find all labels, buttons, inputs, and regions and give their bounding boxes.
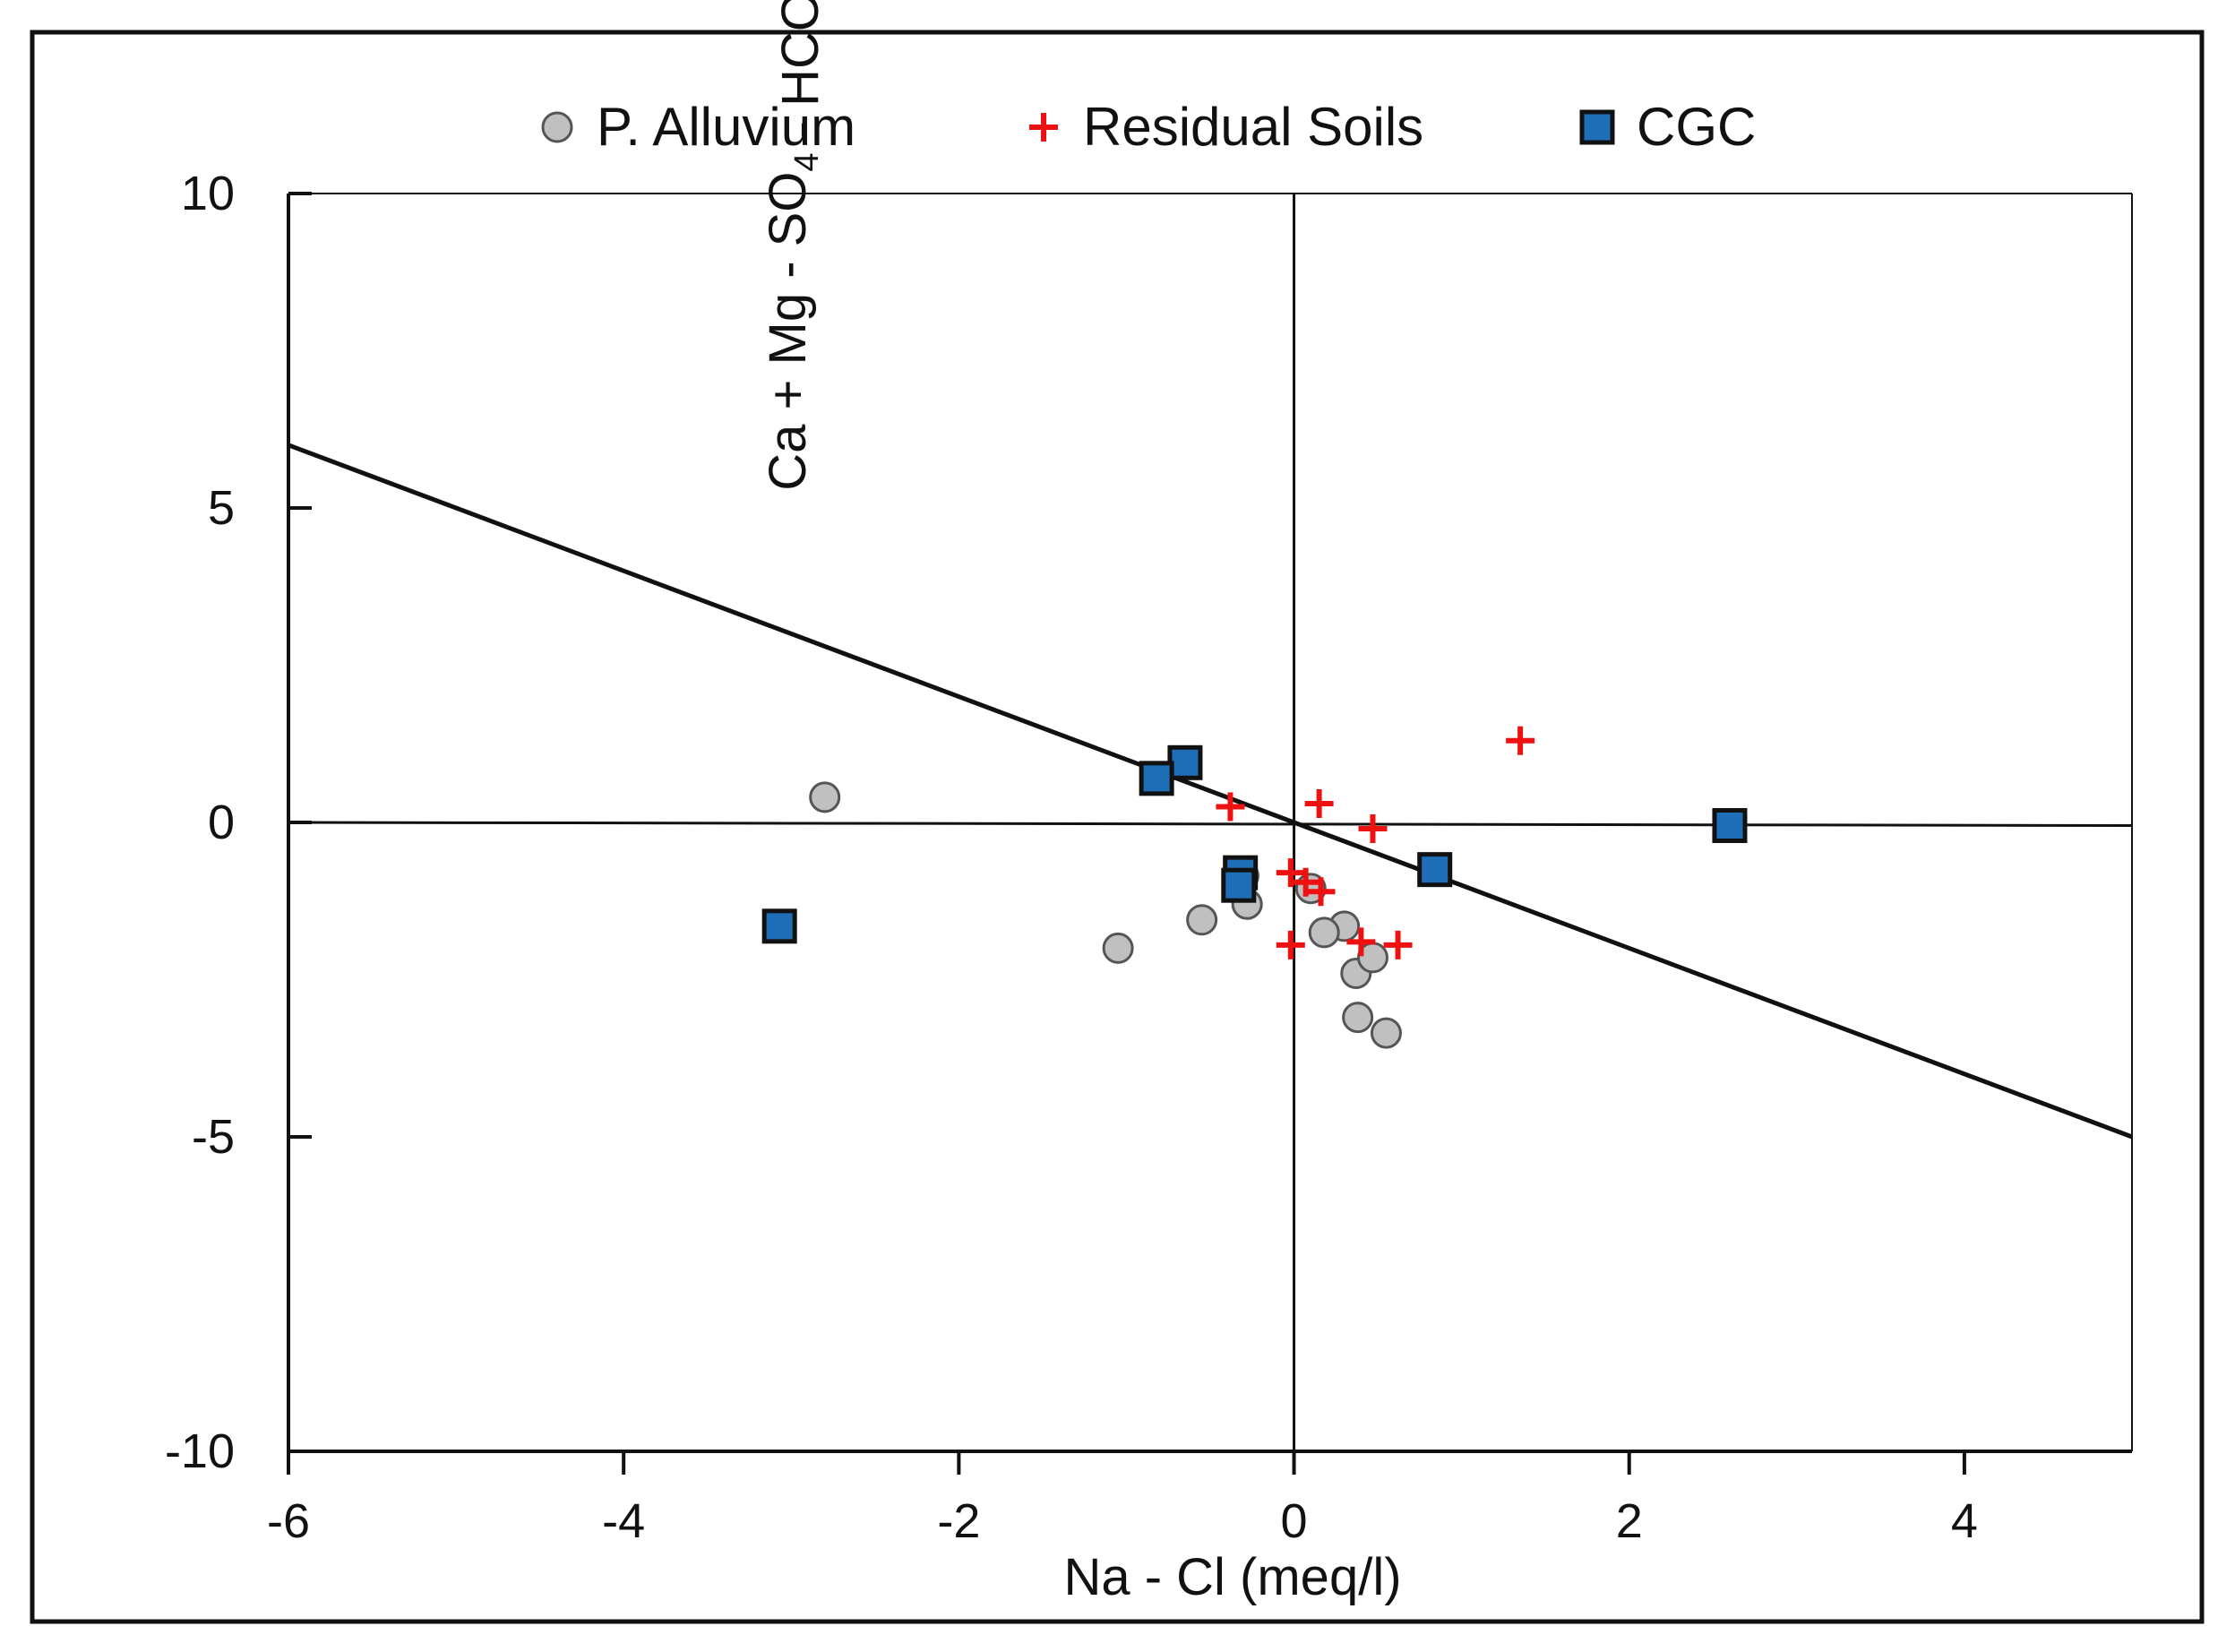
legend-item-p-alluvium: P. Alluvium <box>541 97 855 157</box>
legend-marker-p-alluvium <box>541 111 573 143</box>
point-p-alluvium <box>1370 1017 1402 1049</box>
point-cgc <box>1221 867 1257 903</box>
point-residual-soils <box>1291 867 1320 897</box>
point-residual-soils <box>1216 792 1245 822</box>
x-tick-label: -2 <box>937 1494 980 1548</box>
legend-item-residual-soils: Residual Soils <box>1029 97 1423 157</box>
point-residual-soils <box>1346 927 1376 957</box>
legend-label-cgc: CGC <box>1637 97 1756 157</box>
point-cgc <box>761 908 797 944</box>
y-tick-label: 0 <box>208 796 235 849</box>
point-residual-soils <box>1276 930 1305 959</box>
y-axis-label-part: - HCO <box>771 0 830 152</box>
axes: -6 -4 -2 0 2 4 -10 -5 0 5 10 <box>165 167 2133 1548</box>
point-p-alluvium <box>1308 916 1340 949</box>
x-tick-label: 4 <box>1951 1494 1978 1548</box>
y-axis-label: Ca + Mg - SO4 - HCO3 (meq/l) <box>759 0 842 491</box>
legend-label-residual-soils: Residual Soils <box>1083 97 1423 157</box>
point-cgc <box>1712 808 1748 844</box>
point-p-alluvium <box>1102 932 1134 964</box>
y-tick-label: -10 <box>165 1424 235 1478</box>
x-tick-label: 2 <box>1616 1494 1643 1548</box>
data-points <box>761 726 1748 1049</box>
point-p-alluvium <box>809 781 841 813</box>
y-tick-label: 10 <box>181 167 235 220</box>
legend-marker-residual-soils <box>1029 113 1058 142</box>
x-tick-label: 0 <box>1281 1494 1308 1548</box>
point-cgc <box>1139 761 1174 796</box>
horizontal-zero-line <box>288 821 2133 828</box>
point-residual-soils <box>1506 726 1535 755</box>
y-tick-label: 5 <box>208 481 235 535</box>
point-residual-soils <box>1383 930 1413 959</box>
legend-item-cgc: CGC <box>1579 97 1756 157</box>
x-axis-label: Na - Cl (meq/l) <box>1063 1548 1401 1606</box>
y-axis-label-subscript: 4 <box>788 152 826 171</box>
one-to-one-negative-line <box>288 443 2133 1140</box>
point-p-alluvium <box>1186 904 1218 936</box>
y-axis-label-part: Ca + Mg - SO <box>759 172 817 491</box>
x-tick-label: -6 <box>267 1494 310 1548</box>
point-residual-soils <box>1276 858 1305 888</box>
point-residual-soils <box>1358 814 1388 844</box>
point-p-alluvium <box>1342 1002 1374 1034</box>
point-residual-soils <box>1306 877 1336 907</box>
legend: P. Alluvium Residual Soils CGC <box>541 97 1756 157</box>
point-cgc <box>1167 744 1203 780</box>
plot-reference-lines <box>288 194 2133 1451</box>
point-cgc <box>1417 852 1453 888</box>
legend-marker-cgc <box>1579 109 1615 145</box>
point-residual-soils <box>1304 788 1334 818</box>
legend-label-p-alluvium: P. Alluvium <box>597 97 855 157</box>
x-tick-label: -4 <box>602 1494 645 1548</box>
figure-border <box>30 30 2205 1624</box>
y-tick-label: -5 <box>192 1110 235 1164</box>
